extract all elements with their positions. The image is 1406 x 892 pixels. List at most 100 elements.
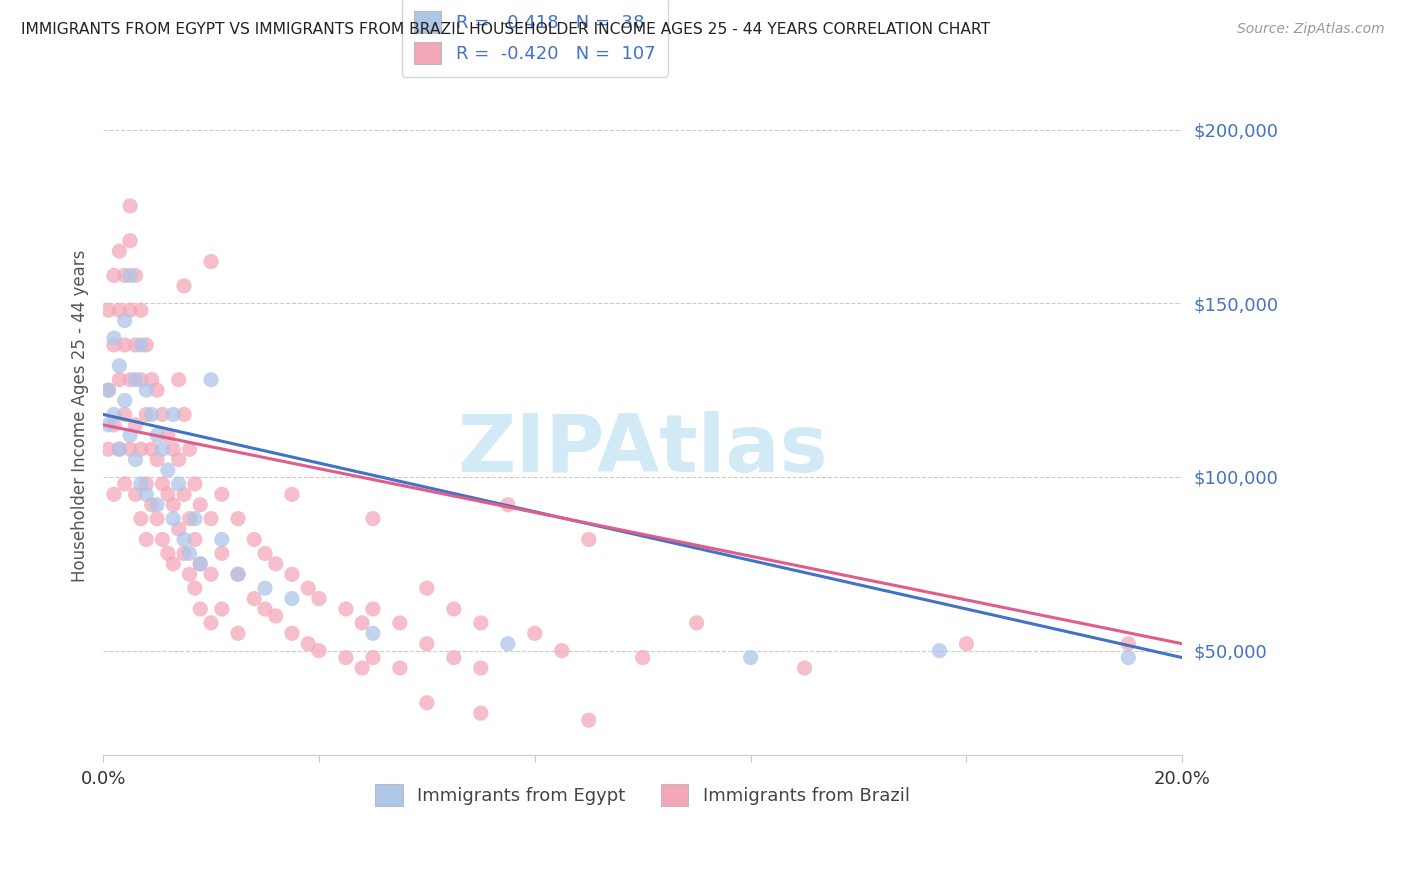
Point	[114, 268, 136, 283]
Y-axis label: Householder Income Ages 25 - 44 years: Householder Income Ages 25 - 44 years	[72, 250, 89, 582]
Point	[162, 511, 184, 525]
Point	[243, 533, 266, 547]
Point	[200, 567, 222, 582]
Point	[1118, 650, 1140, 665]
Point	[470, 661, 492, 675]
Point	[740, 650, 762, 665]
Point	[184, 533, 207, 547]
Point	[211, 487, 233, 501]
Point	[184, 511, 207, 525]
Point	[200, 511, 222, 525]
Point	[129, 442, 152, 457]
Point	[523, 626, 546, 640]
Point	[120, 199, 142, 213]
Point	[129, 338, 152, 352]
Point	[308, 591, 330, 606]
Point	[114, 393, 136, 408]
Point	[281, 487, 304, 501]
Point	[443, 602, 465, 616]
Point	[120, 268, 142, 283]
Point	[108, 244, 131, 259]
Point	[184, 581, 207, 595]
Point	[184, 477, 207, 491]
Point	[281, 567, 304, 582]
Point	[103, 417, 125, 432]
Point	[156, 428, 179, 442]
Point	[297, 637, 319, 651]
Point	[167, 373, 190, 387]
Point	[335, 602, 357, 616]
Point	[211, 602, 233, 616]
Point	[103, 268, 125, 283]
Legend: Immigrants from Egypt, Immigrants from Brazil: Immigrants from Egypt, Immigrants from B…	[368, 777, 917, 814]
Point	[124, 338, 146, 352]
Point	[162, 557, 184, 571]
Point	[188, 557, 211, 571]
Text: ZIPAtlas: ZIPAtlas	[457, 411, 828, 489]
Point	[211, 546, 233, 560]
Point	[226, 511, 249, 525]
Point	[443, 650, 465, 665]
Point	[631, 650, 654, 665]
Point	[156, 546, 179, 560]
Point	[141, 373, 163, 387]
Point	[120, 442, 142, 457]
Point	[226, 626, 249, 640]
Point	[108, 359, 131, 373]
Point	[793, 661, 815, 675]
Point	[120, 234, 142, 248]
Point	[188, 602, 211, 616]
Point	[114, 408, 136, 422]
Point	[135, 408, 157, 422]
Point	[352, 661, 374, 675]
Point	[179, 567, 201, 582]
Point	[243, 591, 266, 606]
Point	[129, 477, 152, 491]
Point	[146, 428, 169, 442]
Point	[103, 408, 125, 422]
Point	[388, 615, 411, 630]
Point	[108, 442, 131, 457]
Point	[129, 511, 152, 525]
Point	[200, 254, 222, 268]
Point	[146, 383, 169, 397]
Point	[103, 331, 125, 345]
Point	[496, 637, 519, 651]
Point	[253, 581, 276, 595]
Point	[124, 417, 146, 432]
Point	[152, 442, 174, 457]
Point	[129, 303, 152, 318]
Point	[264, 609, 287, 624]
Point	[173, 487, 195, 501]
Point	[103, 338, 125, 352]
Point	[1118, 637, 1140, 651]
Point	[496, 498, 519, 512]
Point	[124, 373, 146, 387]
Point	[264, 557, 287, 571]
Point	[388, 661, 411, 675]
Point	[167, 522, 190, 536]
Point	[97, 383, 120, 397]
Point	[114, 477, 136, 491]
Point	[200, 373, 222, 387]
Point	[470, 706, 492, 721]
Point	[146, 452, 169, 467]
Point	[129, 373, 152, 387]
Point	[416, 696, 439, 710]
Point	[226, 567, 249, 582]
Point	[120, 373, 142, 387]
Point	[173, 533, 195, 547]
Point	[253, 602, 276, 616]
Point	[470, 615, 492, 630]
Point	[120, 428, 142, 442]
Point	[120, 303, 142, 318]
Point	[124, 268, 146, 283]
Point	[281, 626, 304, 640]
Point	[156, 487, 179, 501]
Point	[152, 408, 174, 422]
Point	[253, 546, 276, 560]
Point	[167, 452, 190, 467]
Point	[578, 713, 600, 727]
Point	[135, 487, 157, 501]
Point	[179, 546, 201, 560]
